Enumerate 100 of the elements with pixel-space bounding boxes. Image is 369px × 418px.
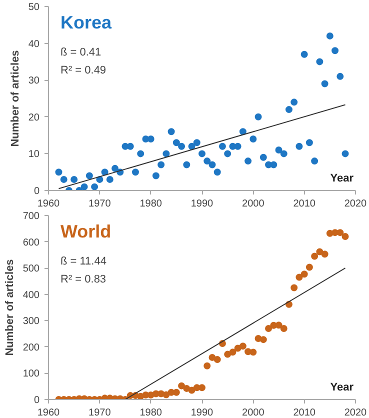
point [172, 388, 180, 396]
point [275, 322, 282, 329]
point [224, 150, 232, 158]
point [96, 176, 104, 183]
point [254, 113, 262, 120]
point [296, 142, 303, 150]
point [239, 128, 246, 136]
y-axis-title: Number of articles [4, 259, 16, 356]
x-tick-label: 1970 [88, 408, 112, 418]
x-tick-label: 2000 [242, 408, 265, 418]
point [60, 176, 68, 183]
y-tick-label: 500 [22, 264, 40, 275]
point [316, 248, 324, 256]
x-tick-label: 2010 [293, 198, 316, 210]
point [321, 250, 328, 258]
x-tick-label: 1970 [88, 198, 112, 210]
point [270, 161, 278, 168]
point [316, 58, 324, 66]
point [265, 325, 272, 332]
point [250, 348, 257, 356]
point [336, 72, 344, 80]
point [326, 32, 334, 40]
point [208, 354, 216, 361]
point [280, 325, 288, 332]
point [183, 384, 190, 392]
point [126, 142, 134, 150]
point [101, 168, 108, 176]
point [168, 128, 175, 136]
point [204, 362, 211, 370]
point [239, 342, 246, 350]
point [198, 150, 206, 158]
point [306, 139, 313, 146]
y-tick-label: 200 [22, 342, 40, 354]
x-tick-label: 1960 [37, 408, 60, 418]
y-axis-title: Number of articles [9, 50, 22, 147]
x-axis-title: Year [330, 382, 354, 394]
x-axis-title: Year [330, 172, 354, 184]
point [336, 229, 344, 236]
point [311, 158, 318, 165]
point [290, 98, 298, 106]
point [132, 168, 139, 176]
point [342, 233, 349, 240]
annotation: ß = 11.44 [60, 256, 106, 268]
point [275, 146, 282, 154]
point [244, 158, 252, 165]
y-tick-label: 30 [28, 76, 40, 87]
y-tick-label: 400 [22, 290, 40, 301]
x-tick-label: 2000 [242, 198, 265, 210]
point [204, 158, 211, 165]
x-tick-label: 1960 [37, 198, 60, 210]
point [311, 252, 318, 260]
x-tick-label: 1980 [140, 408, 162, 418]
point [229, 348, 236, 356]
point [70, 176, 78, 183]
point [342, 150, 349, 158]
point [152, 172, 160, 180]
point [290, 284, 298, 292]
point [91, 183, 98, 190]
point [218, 142, 226, 150]
chart-title: Korea [60, 12, 113, 32]
x-tick-label: 1990 [190, 408, 214, 418]
point [193, 139, 200, 146]
point [147, 135, 154, 142]
point [162, 150, 170, 158]
point [250, 135, 257, 142]
point [280, 150, 288, 158]
point [158, 161, 165, 168]
x-tick-label: 1980 [140, 198, 162, 210]
annotation: R² = 0.83 [60, 274, 106, 286]
x-tick-label: 2020 [344, 198, 368, 210]
point [137, 150, 144, 158]
point [106, 176, 114, 183]
y-tick-label: 0 [34, 395, 40, 406]
point [55, 168, 62, 176]
chart-title: World [60, 222, 112, 242]
point [188, 386, 196, 394]
y-tick-label: 100 [22, 368, 40, 380]
point [234, 142, 242, 150]
point [285, 106, 292, 114]
point [214, 356, 221, 364]
point [172, 139, 180, 146]
point [208, 161, 216, 168]
point [332, 47, 339, 54]
y-tick-label: 0 [34, 186, 40, 197]
point [260, 336, 267, 344]
point [80, 183, 88, 190]
point [321, 80, 328, 88]
annotation: R² = 0.49 [60, 64, 106, 76]
point [86, 172, 93, 180]
y-tick-label: 50 [28, 2, 40, 13]
point [306, 264, 313, 271]
y-tick-label: 600 [22, 237, 40, 248]
y-tick-label: 10 [28, 149, 40, 160]
y-tick-label: 40 [28, 38, 40, 50]
y-tick-label: 300 [22, 316, 40, 328]
point [300, 270, 308, 278]
y-tick-label: 20 [28, 112, 40, 124]
point [296, 274, 303, 281]
y-tick-label: 700 [22, 211, 40, 222]
point [188, 142, 196, 150]
